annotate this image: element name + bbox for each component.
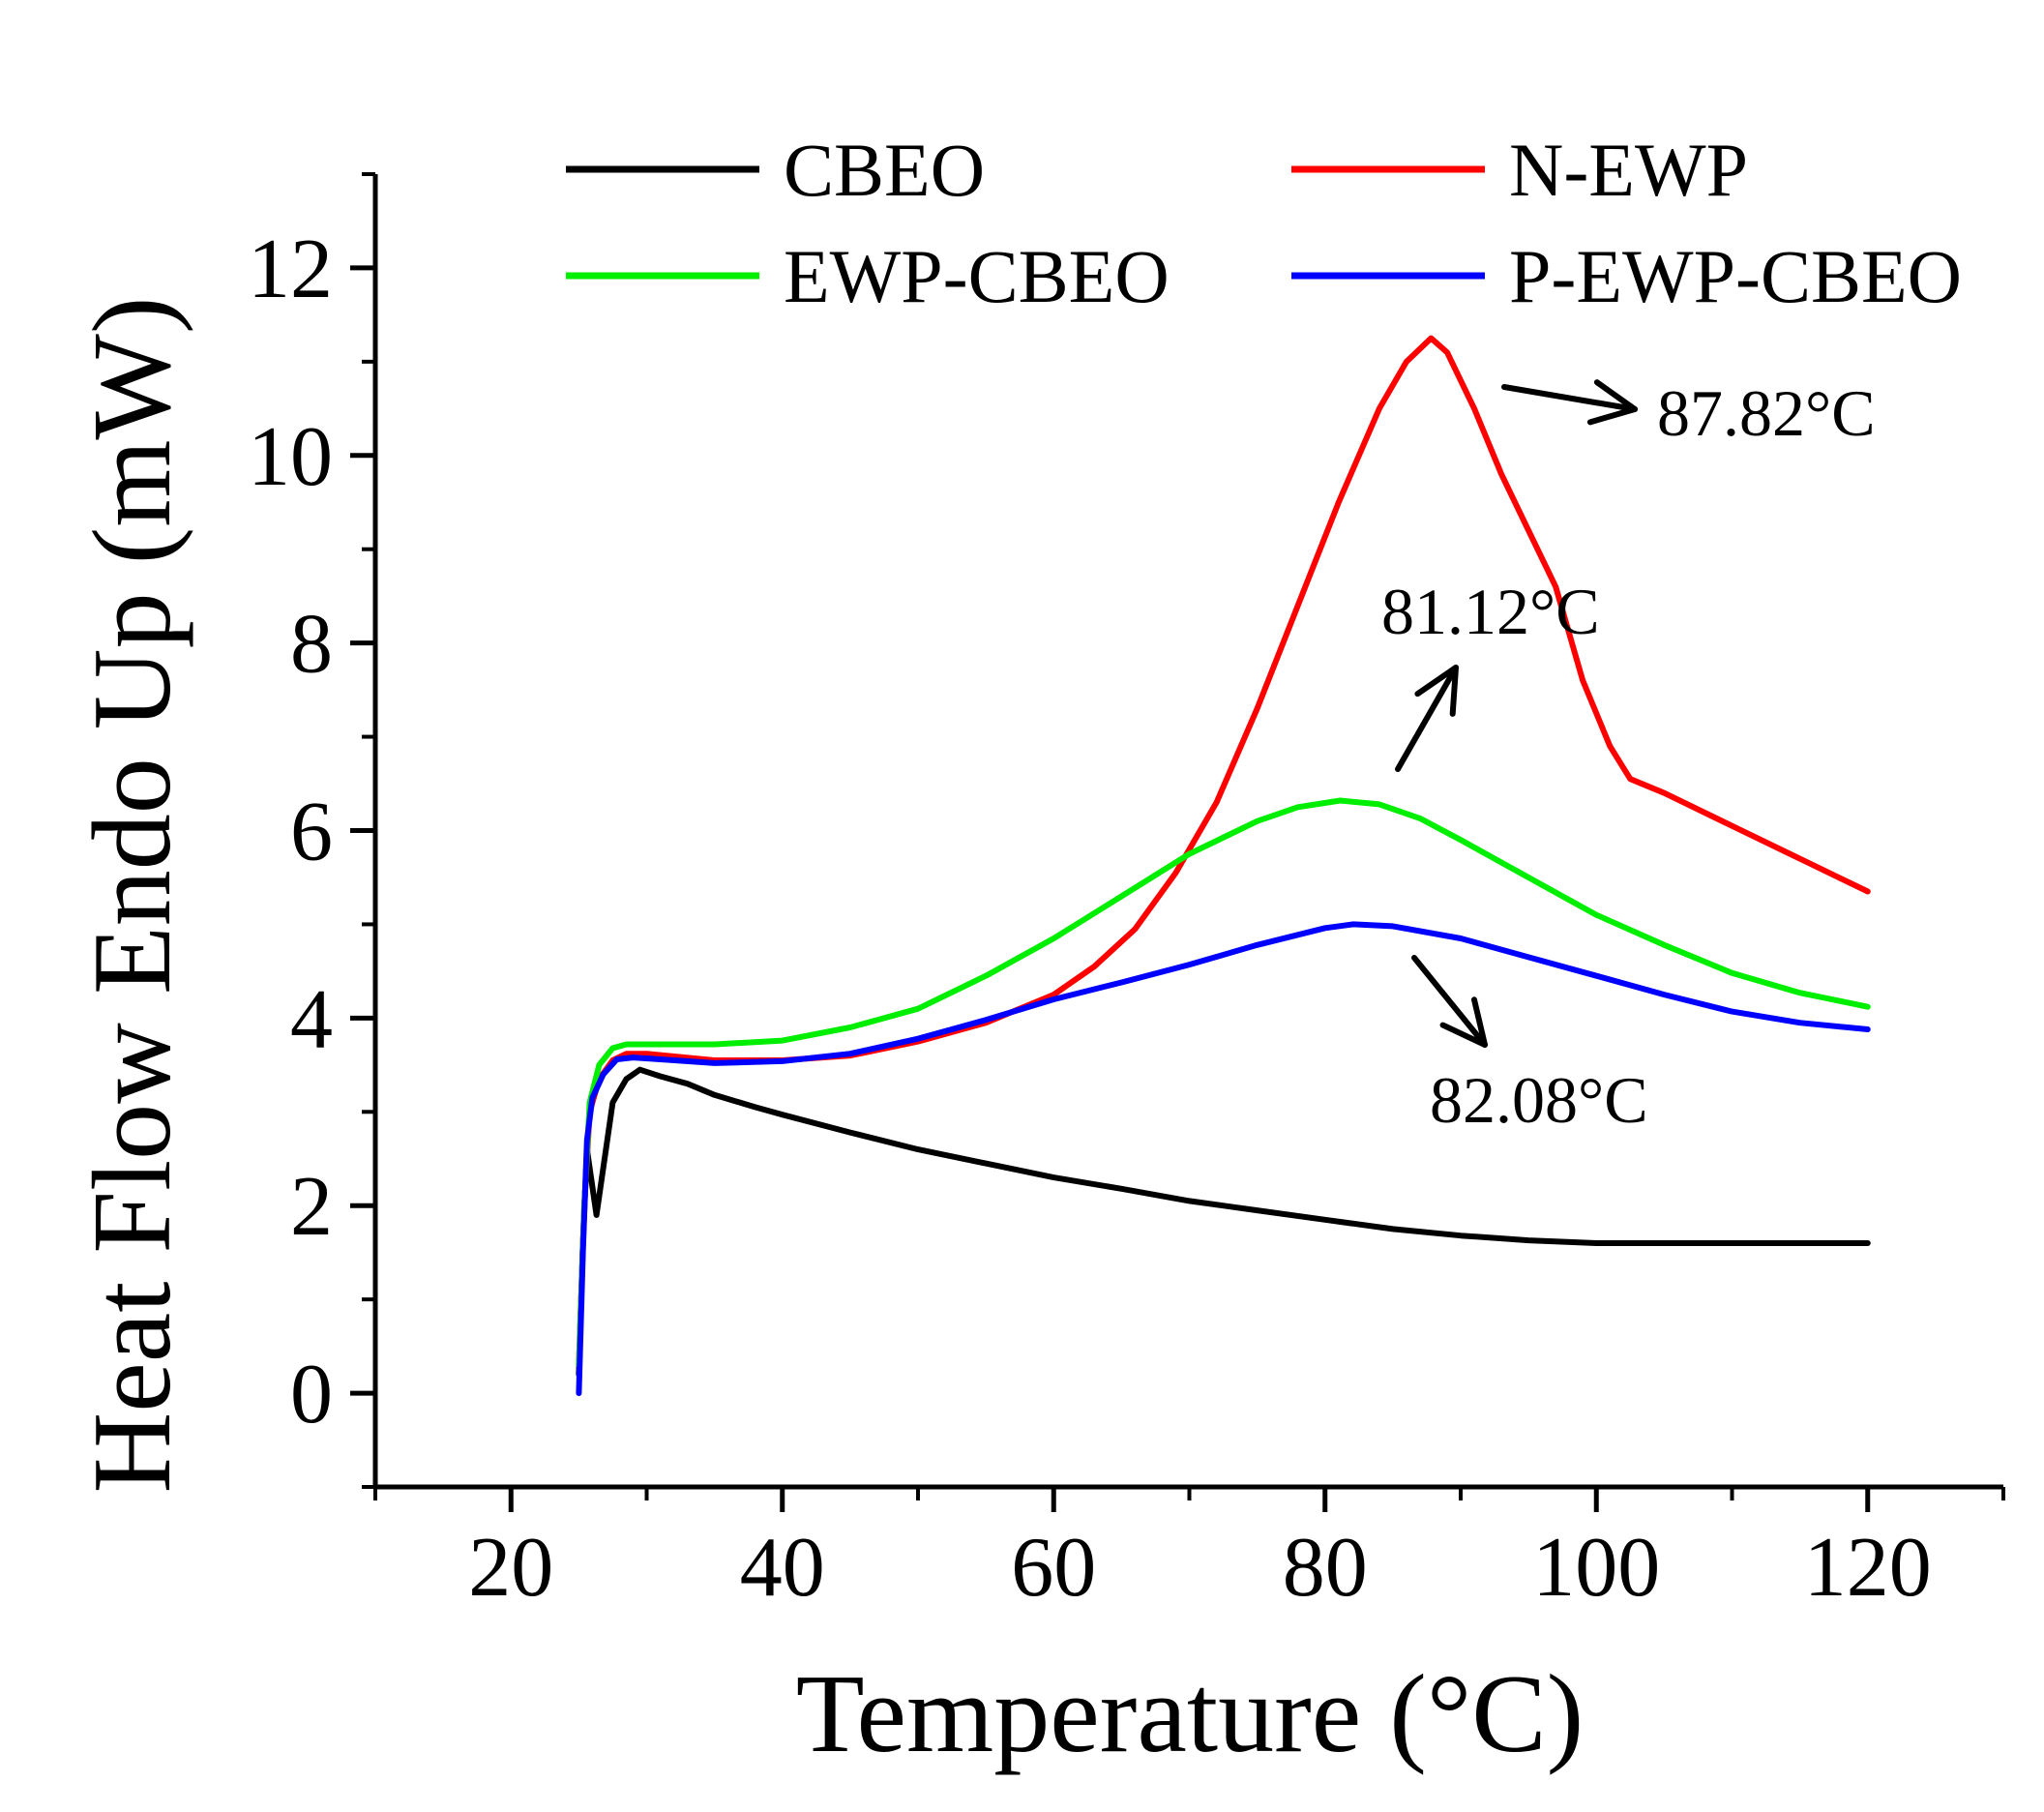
legend: CBEO N-EWP EWP-CBEO P-EWP-CBEO (566, 128, 1962, 318)
x-tick-label: 60 (1011, 1521, 1096, 1615)
annotation-label-n-ewp: 87.82°C (1657, 376, 1876, 450)
y-tick-label: 4 (290, 972, 333, 1066)
legend-label-n-ewp: N-EWP (1509, 128, 1748, 212)
y-tick-label: 12 (248, 223, 333, 316)
legend-label-p-ewp-cbeo: P-EWP-CBEO (1509, 234, 1962, 318)
x-tick-label: 40 (740, 1521, 825, 1615)
x-tick-label: 120 (1804, 1521, 1932, 1615)
ticks-layer: 20 40 60 80 100 120 0 2 4 6 8 10 12 (248, 172, 2005, 1615)
y-tick-label: 10 (248, 410, 333, 504)
annotation-arrow-p-ewp-cbeo-head (1439, 996, 1488, 1048)
series-line-n-ewp (576, 335, 1871, 1368)
annotation-arrow-n-ewp (1501, 384, 1638, 412)
y-axis-title: Heat Flow Endo Up (mW) (71, 296, 194, 1493)
legend-label-cbeo: CBEO (784, 128, 985, 212)
y-tick-label: 6 (290, 786, 333, 879)
x-axis-title: Temperature (°C) (796, 1652, 1584, 1776)
x-tick-label: 80 (1283, 1521, 1368, 1615)
legend-label-ewp-cbeo: EWP-CBEO (784, 234, 1170, 318)
annotation-arrow-n-ewp-head (1586, 379, 1638, 426)
x-tick-label: 20 (468, 1521, 553, 1615)
series-line-ewp-cbeo (576, 797, 1871, 1368)
series-line-cbeo (576, 1066, 1871, 1378)
y-tick-label: 8 (290, 598, 333, 692)
annotation-label-p-ewp-cbeo: 82.08°C (1430, 1063, 1648, 1137)
annotation-arrow-p-ewp-cbeo (1411, 955, 1488, 1048)
annotation-arrow-ewp-cbeo-head (1414, 665, 1459, 717)
series-line-p-ewp-cbeo (576, 921, 1871, 1397)
plot-frame (372, 174, 2003, 1490)
y-tick-label: 0 (290, 1348, 333, 1441)
series-layer (576, 335, 1871, 1397)
x-tick-label: 100 (1532, 1521, 1660, 1615)
y-tick-label: 2 (290, 1160, 333, 1254)
annotation-arrow-ewp-cbeo (1395, 665, 1459, 772)
annotation-label-ewp-cbeo: 81.12°C (1381, 575, 1600, 648)
annotation-layer: 87.82°C 81.12°C 82.08°C (1381, 376, 1876, 1137)
